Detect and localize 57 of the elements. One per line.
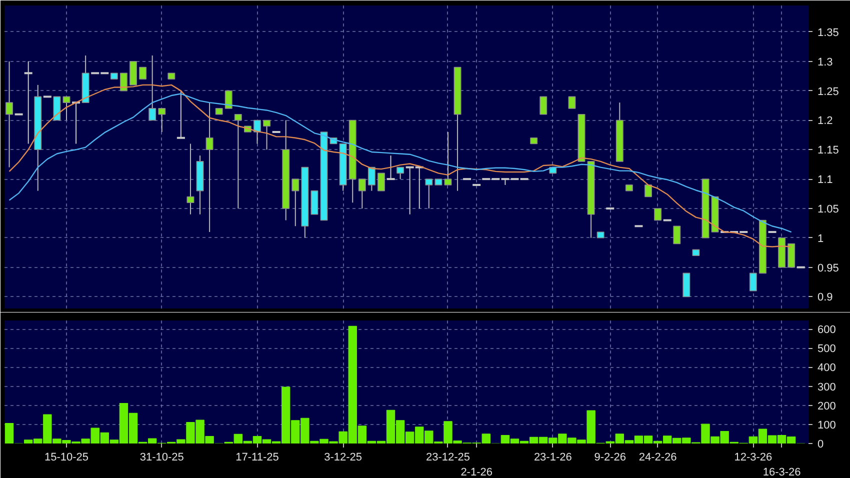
candlestick bbox=[130, 60, 137, 86]
candlestick bbox=[396, 166, 404, 180]
candlestick bbox=[120, 72, 128, 92]
candlestick bbox=[654, 208, 662, 221]
candlestick bbox=[263, 120, 271, 150]
candlestick bbox=[62, 96, 70, 121]
candlestick bbox=[788, 243, 796, 268]
candlestick bbox=[540, 96, 548, 115]
candlestick bbox=[377, 172, 385, 192]
candlestick bbox=[292, 178, 300, 227]
candlestick bbox=[682, 272, 690, 298]
x-tick-label: 31-10-25 bbox=[140, 452, 184, 464]
candlestick bbox=[53, 96, 61, 121]
y-tick-label: 0 bbox=[818, 438, 824, 450]
y-tick-label: 400 bbox=[818, 362, 836, 374]
x-tick-label: 16-3-26 bbox=[762, 466, 801, 478]
y-tick-label: 100 bbox=[818, 419, 836, 432]
y-tick-label: 600 bbox=[818, 324, 836, 336]
candlestick bbox=[673, 226, 681, 244]
y-tick-label: 1.3 bbox=[818, 56, 833, 68]
x-tick-label: 3-12-25 bbox=[324, 452, 362, 464]
candlestick bbox=[139, 66, 147, 80]
candlestick bbox=[234, 114, 242, 209]
y-tick-label: 1.2 bbox=[818, 115, 833, 128]
candlestick bbox=[158, 108, 166, 132]
candlestick bbox=[224, 90, 232, 109]
y-tick-label: 200 bbox=[818, 400, 836, 412]
candlestick bbox=[6, 60, 14, 168]
y-tick-label: 0.95 bbox=[818, 262, 839, 274]
candlestick bbox=[749, 272, 757, 292]
candlestick bbox=[148, 55, 156, 121]
x-tick-label: 17-11-25 bbox=[236, 452, 279, 464]
candlestick bbox=[425, 178, 433, 209]
candlestick bbox=[310, 190, 318, 215]
x-tick-label: 12-3-26 bbox=[734, 452, 772, 464]
x-tick-label: 15-10-25 bbox=[44, 452, 89, 464]
y-tick-label: 500 bbox=[818, 343, 836, 356]
x-tick-label: 2-1-26 bbox=[460, 466, 492, 478]
candlestick bbox=[186, 143, 194, 215]
y-tick-label: 1.15 bbox=[818, 144, 839, 157]
x-tick-label: 24-2-26 bbox=[638, 452, 677, 464]
candlestick bbox=[206, 102, 214, 233]
y-tick-label: 0.9 bbox=[818, 292, 833, 304]
candlestick bbox=[368, 166, 376, 192]
x-tick-label: 23-12-25 bbox=[426, 452, 470, 464]
x-tick-label: 9-2-26 bbox=[594, 452, 626, 464]
y-tick-label: 1.25 bbox=[818, 86, 839, 98]
y-tick-label: 1.05 bbox=[818, 203, 839, 216]
y-tick-label: 300 bbox=[818, 381, 836, 394]
y-tick-label: 1 bbox=[818, 232, 824, 245]
x-tick-label: 23-1-26 bbox=[534, 452, 572, 464]
candlestick bbox=[358, 178, 366, 209]
y-tick-label: 1.1 bbox=[818, 174, 833, 186]
candlestick bbox=[568, 96, 576, 109]
candlestick bbox=[444, 131, 452, 186]
y-tick-label: 1.35 bbox=[818, 26, 839, 39]
candlestick bbox=[254, 120, 261, 144]
